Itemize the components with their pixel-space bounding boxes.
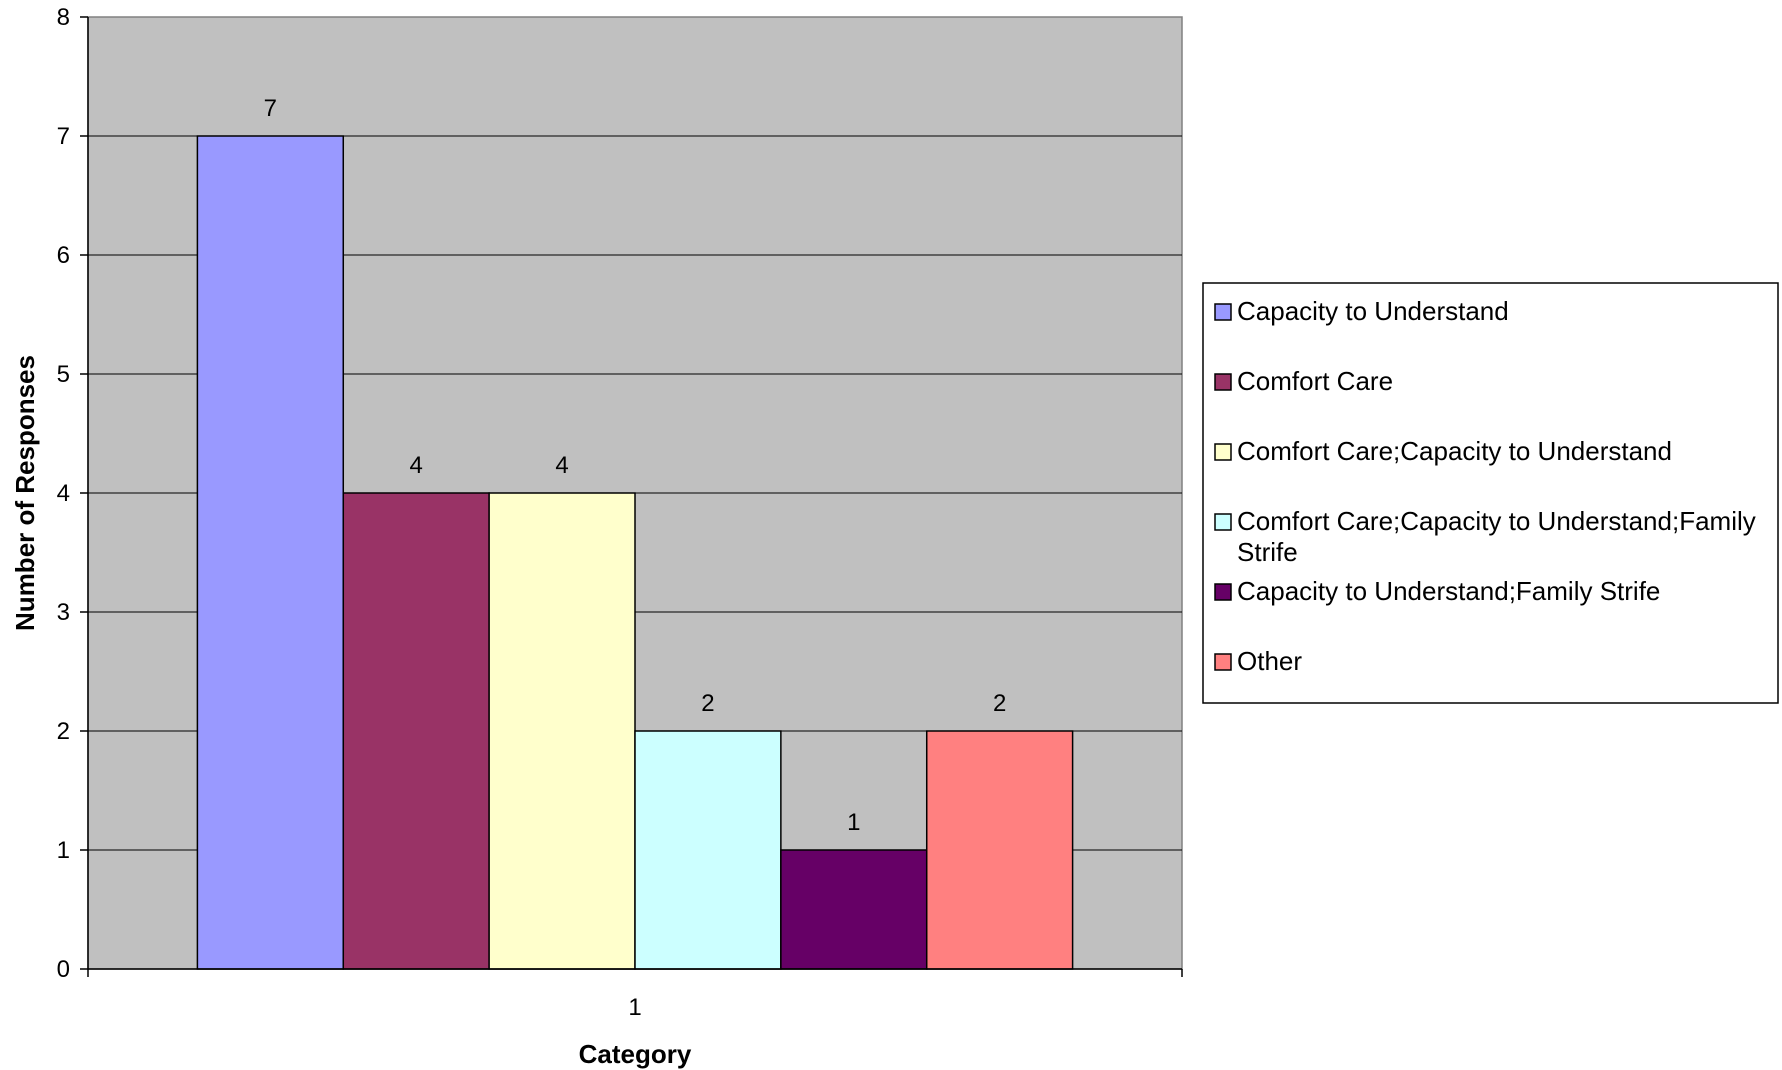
legend-swatch [1214,373,1232,391]
y-tick-label: 1 [57,837,70,864]
y-axis-title: Number of Responses [10,355,40,631]
bar [634,730,782,970]
legend-item: Capacity to Understand [1214,296,1509,326]
data-label: 1 [847,809,860,836]
y-tick-label: 8 [57,4,70,31]
legend-swatch [1214,443,1232,461]
y-tick-label: 0 [57,956,70,983]
legend-label: Other [1237,646,1302,676]
y-tick-label: 5 [57,361,70,388]
y-tick-label: 2 [57,718,70,745]
bar [196,135,345,970]
x-axis: 1 [87,968,1183,1021]
legend-label: Comfort Care;Capacity to Understand [1237,436,1672,466]
bar [488,492,636,970]
legend: Capacity to Understand Comfort Care Comfor… [1202,282,1779,704]
x-tick-label: 1 [628,994,641,1021]
legend-item: Capacity to Understand;Family Strife [1214,576,1660,606]
data-labels: 7 4 4 2 1 2 [264,95,1007,836]
data-label: 2 [993,690,1006,717]
y-tick-label: 4 [57,480,70,507]
legend-label: Capacity to Understand [1237,296,1509,326]
bars [196,135,1074,970]
legend-swatch [1214,583,1232,601]
x-axis-title: Category [579,1039,692,1069]
legend-swatch [1214,513,1232,531]
legend-item: Comfort Care;Capacity to Understand;Fami… [1214,506,1756,567]
legend-label: Comfort Care [1237,366,1393,396]
legend-swatch [1214,303,1232,321]
bar [780,849,928,970]
bar [342,492,490,970]
legend-item: Other [1214,646,1302,676]
y-tick-label: 3 [57,599,70,626]
legend-item: Comfort Care;Capacity to Understand [1214,436,1672,466]
y-tick-label: 7 [57,123,70,150]
data-label: 7 [264,95,277,122]
legend-swatch [1214,653,1232,671]
bar [925,730,1074,970]
data-label: 2 [701,690,714,717]
y-axis: 0 1 2 3 4 5 6 7 8 [57,4,89,983]
data-label: 4 [410,452,423,479]
y-tick-label: 6 [57,242,70,269]
legend-item: Comfort Care [1214,366,1393,396]
legend-label: Capacity to Understand;Family Strife [1237,576,1660,606]
data-label: 4 [555,452,568,479]
legend-label: Comfort Care;Capacity to Understand;Fami… [1237,506,1756,567]
legend-box [1202,282,1779,704]
